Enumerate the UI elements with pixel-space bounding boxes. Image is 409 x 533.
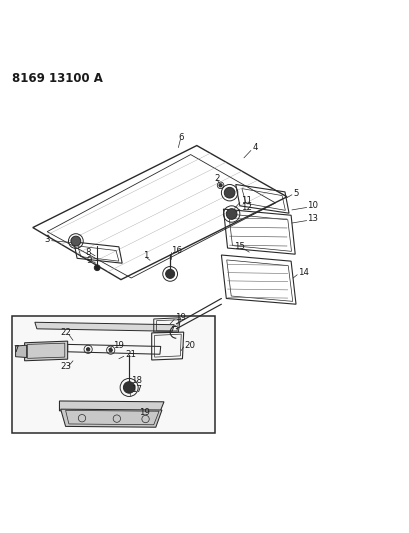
Text: 12: 12	[240, 204, 252, 212]
Text: 17: 17	[131, 385, 142, 394]
Text: 20: 20	[184, 341, 195, 350]
Circle shape	[226, 209, 236, 220]
Text: 14: 14	[298, 268, 309, 277]
Text: 7: 7	[13, 345, 18, 354]
Text: 1: 1	[142, 251, 148, 260]
Circle shape	[71, 236, 81, 246]
Text: 23: 23	[61, 362, 72, 372]
Text: 9: 9	[86, 256, 91, 265]
Polygon shape	[35, 322, 174, 332]
Text: 5: 5	[292, 189, 298, 198]
Text: 22: 22	[61, 328, 72, 337]
Text: 8169 13100 A: 8169 13100 A	[12, 72, 103, 85]
Text: 19: 19	[139, 408, 150, 417]
Circle shape	[86, 348, 90, 351]
Circle shape	[224, 188, 234, 198]
Text: 16: 16	[171, 246, 182, 255]
Text: 6: 6	[178, 133, 183, 142]
Text: 21: 21	[125, 350, 136, 359]
Text: 19: 19	[113, 341, 124, 350]
Circle shape	[94, 265, 100, 271]
Circle shape	[218, 184, 222, 187]
Text: 19: 19	[175, 313, 186, 322]
FancyBboxPatch shape	[12, 316, 215, 433]
Text: 11: 11	[240, 196, 252, 205]
Circle shape	[123, 382, 135, 393]
Text: 2: 2	[214, 174, 220, 183]
Text: 8: 8	[85, 248, 90, 257]
Polygon shape	[16, 345, 27, 358]
Text: 15: 15	[233, 243, 244, 252]
Circle shape	[165, 269, 174, 278]
Text: 3: 3	[44, 236, 49, 244]
Polygon shape	[25, 341, 67, 361]
Text: 18: 18	[131, 376, 142, 385]
Text: 10: 10	[307, 201, 318, 211]
Text: 4: 4	[252, 143, 257, 152]
Circle shape	[109, 349, 112, 352]
Text: 13: 13	[307, 214, 318, 223]
Polygon shape	[59, 401, 164, 412]
Polygon shape	[61, 409, 162, 427]
